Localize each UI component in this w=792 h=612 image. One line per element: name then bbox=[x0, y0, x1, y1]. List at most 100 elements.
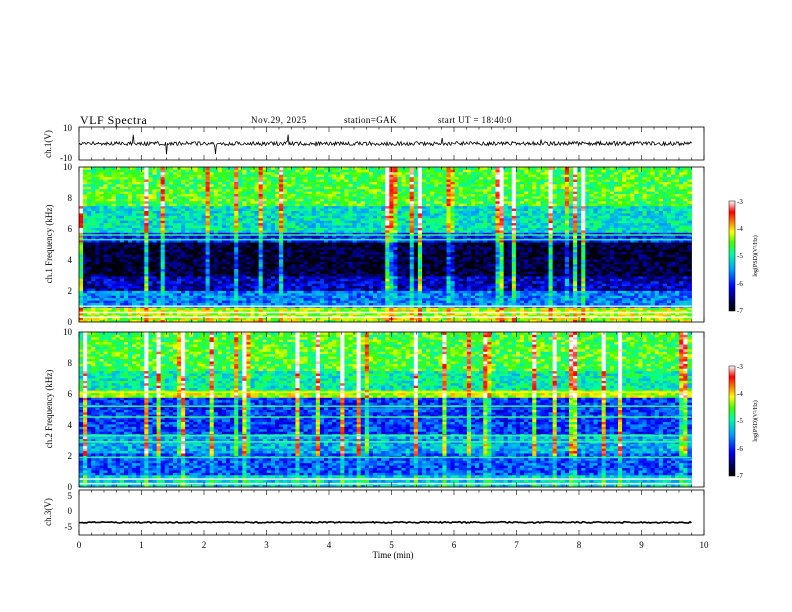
spectrogram-cell bbox=[340, 256, 345, 260]
spectrogram-cell bbox=[91, 181, 96, 185]
spectrogram-cell bbox=[160, 229, 166, 233]
spectrogram-cell bbox=[132, 288, 137, 291]
spectrogram-cell bbox=[185, 246, 190, 250]
spectrogram-cell bbox=[270, 251, 276, 255]
spectrogram-cell bbox=[83, 259, 88, 262]
spectrogram-cell bbox=[291, 198, 296, 202]
spectrogram-cell bbox=[140, 268, 145, 272]
spectrogram-cell bbox=[393, 246, 398, 250]
spectrogram-cell bbox=[299, 215, 304, 219]
spectrogram-cell bbox=[205, 181, 211, 185]
spectrogram-cell bbox=[352, 186, 358, 190]
spectrogram-cell bbox=[107, 283, 113, 287]
spectrogram-cell bbox=[226, 317, 231, 320]
spectrogram-cell bbox=[128, 280, 133, 284]
spectrogram-cell bbox=[226, 239, 231, 243]
spectrogram-cell bbox=[373, 220, 378, 224]
spectrogram-cell bbox=[303, 319, 309, 323]
spectrogram-cell bbox=[209, 196, 215, 199]
spectrogram-cell bbox=[336, 292, 341, 296]
spectrogram-cell bbox=[152, 314, 157, 318]
spectrogram-cell bbox=[193, 244, 198, 248]
spectrogram-cell bbox=[238, 210, 243, 214]
spectrogram-cell bbox=[307, 181, 313, 185]
spectrogram-cell bbox=[332, 275, 337, 279]
spectrogram-cell bbox=[348, 186, 353, 190]
spectrogram-cell bbox=[328, 266, 333, 270]
spectrogram-cell bbox=[172, 205, 178, 209]
spectrogram-cell bbox=[217, 273, 223, 277]
spectrogram-cell bbox=[128, 251, 133, 255]
spectrogram-cell bbox=[217, 300, 223, 304]
spectrogram-cell bbox=[328, 234, 333, 238]
spectrogram-cell bbox=[324, 205, 329, 209]
spectrogram-cell bbox=[303, 297, 309, 301]
spectrogram-cell bbox=[368, 271, 374, 274]
spectrogram-cell bbox=[123, 196, 129, 199]
spectrogram-cell bbox=[181, 167, 186, 170]
spectrogram-cell bbox=[242, 275, 247, 279]
spectrogram-cell bbox=[319, 186, 325, 190]
spectrogram-cell bbox=[209, 244, 215, 248]
spectrogram-cell bbox=[258, 205, 264, 209]
spectrogram-cell bbox=[307, 261, 313, 265]
spectrogram-cell bbox=[295, 169, 300, 173]
spectrogram-cell bbox=[79, 297, 84, 301]
spectrogram-cell bbox=[332, 186, 337, 190]
spectrogram-cell bbox=[111, 220, 117, 224]
spectrogram-cell bbox=[332, 176, 337, 180]
spectrogram-cell bbox=[340, 234, 345, 238]
spectrogram-cell bbox=[385, 188, 390, 192]
spectrogram-cell bbox=[160, 254, 166, 258]
spectrogram-cell bbox=[164, 208, 170, 211]
spectrogram-cell bbox=[270, 317, 276, 320]
spectrogram-cell bbox=[324, 259, 329, 262]
spectrogram-cell bbox=[209, 319, 215, 323]
spectrogram-cell bbox=[148, 186, 153, 190]
spectrogram-cell bbox=[123, 181, 129, 185]
spectrogram-cell bbox=[315, 290, 321, 294]
spectrogram-cell bbox=[103, 205, 108, 209]
spectrogram-cell bbox=[389, 198, 394, 202]
spectrogram-cell bbox=[373, 188, 378, 192]
spectrogram-cell bbox=[307, 239, 313, 243]
spectrogram-cell bbox=[385, 268, 390, 272]
spectrogram-cell bbox=[79, 319, 84, 323]
spectrogram-cell bbox=[185, 256, 190, 260]
spectrogram-cell bbox=[377, 203, 382, 207]
spectrogram-cell bbox=[172, 261, 178, 265]
spectrogram-cell bbox=[352, 234, 358, 238]
spectrogram-cell bbox=[319, 319, 325, 323]
spectrogram-cell bbox=[156, 309, 162, 313]
spectrogram-cell bbox=[385, 273, 390, 277]
spectrogram-cell bbox=[344, 256, 349, 260]
spectrogram-cell bbox=[324, 227, 329, 231]
spectrogram-cell bbox=[340, 288, 345, 291]
spectrogram-cell bbox=[160, 246, 166, 250]
spectrogram-cell bbox=[328, 220, 333, 224]
spectrogram-cell bbox=[364, 261, 370, 265]
spectrogram-cell bbox=[356, 292, 362, 296]
spectrogram-cell bbox=[242, 191, 247, 195]
spectrogram-cell bbox=[246, 263, 251, 267]
spectrogram-cell bbox=[364, 319, 370, 323]
spectrogram-cell bbox=[132, 169, 137, 173]
spectrogram-cell bbox=[156, 167, 162, 170]
spectrogram-cell bbox=[213, 285, 219, 289]
spectrogram-cell bbox=[262, 259, 268, 262]
spectrogram-cell bbox=[140, 237, 145, 241]
spectrogram-cell bbox=[123, 215, 129, 219]
spectrogram-cell bbox=[221, 256, 227, 260]
spectrogram-cell bbox=[217, 246, 223, 250]
spectrogram-cell bbox=[226, 234, 231, 238]
spectrogram-cell bbox=[360, 314, 366, 318]
spectrogram-cell bbox=[279, 285, 284, 289]
spectrogram-cell bbox=[221, 314, 227, 318]
spectrogram-cell bbox=[352, 309, 358, 313]
spectrogram-cell bbox=[364, 249, 370, 253]
spectrogram-cell bbox=[324, 271, 329, 274]
spectrogram-cell bbox=[360, 225, 366, 228]
spectrogram-cell bbox=[303, 210, 309, 214]
spectrogram-cell bbox=[201, 283, 206, 287]
spectrogram-cell bbox=[230, 167, 235, 170]
